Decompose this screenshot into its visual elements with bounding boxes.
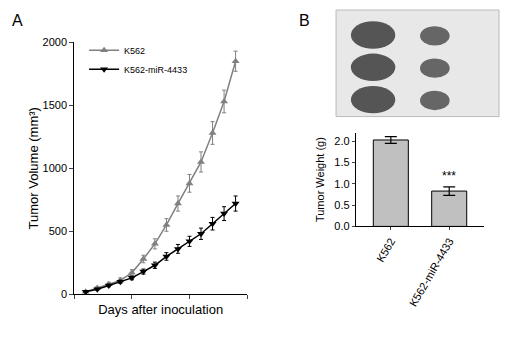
svg-text:Tumor Weight (g): Tumor Weight (g) [314,137,326,222]
svg-text:2000: 2000 [43,36,67,48]
svg-text:Tumor Volume (mm³): Tumor Volume (mm³) [26,107,41,229]
svg-text:K562: K562 [124,46,145,56]
svg-text:B: B [299,12,310,29]
svg-text:0.5: 0.5 [334,199,349,211]
svg-text:1.5: 1.5 [334,156,349,168]
svg-text:A: A [12,12,23,29]
svg-text:500: 500 [49,225,67,237]
svg-text:1500: 1500 [43,99,67,111]
svg-text:K562-miR-4433: K562-miR-4433 [124,65,187,75]
svg-text:0.0: 0.0 [334,220,349,232]
svg-text:1000: 1000 [43,162,67,174]
svg-text:Days after inoculation: Days after inoculation [98,302,223,317]
svg-text:K562-miR-4433: K562-miR-4433 [407,236,456,309]
svg-text:0: 0 [61,288,67,300]
svg-text:K562: K562 [374,236,397,264]
svg-text:1.0: 1.0 [334,178,349,190]
svg-text:2.0: 2.0 [334,135,349,147]
svg-text:***: *** [442,169,456,183]
